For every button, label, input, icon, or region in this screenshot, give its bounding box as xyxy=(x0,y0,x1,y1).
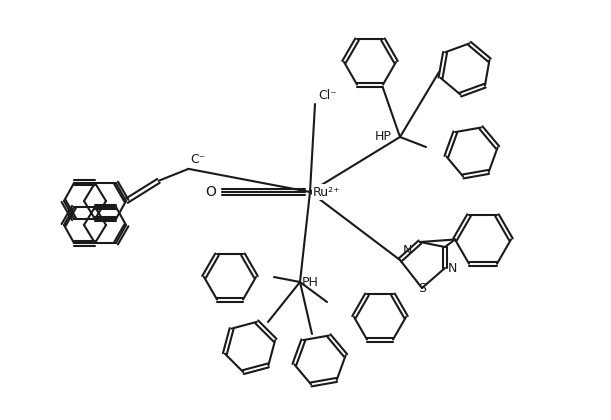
Text: S: S xyxy=(418,281,426,294)
Text: N: N xyxy=(448,262,458,275)
Text: N: N xyxy=(403,244,412,257)
Text: Cl⁻: Cl⁻ xyxy=(318,89,337,102)
Text: HP: HP xyxy=(375,131,392,144)
Text: PH: PH xyxy=(302,276,319,289)
Text: C⁻: C⁻ xyxy=(191,153,206,166)
Text: Ru²⁺: Ru²⁺ xyxy=(313,186,341,199)
Text: O: O xyxy=(205,185,216,199)
